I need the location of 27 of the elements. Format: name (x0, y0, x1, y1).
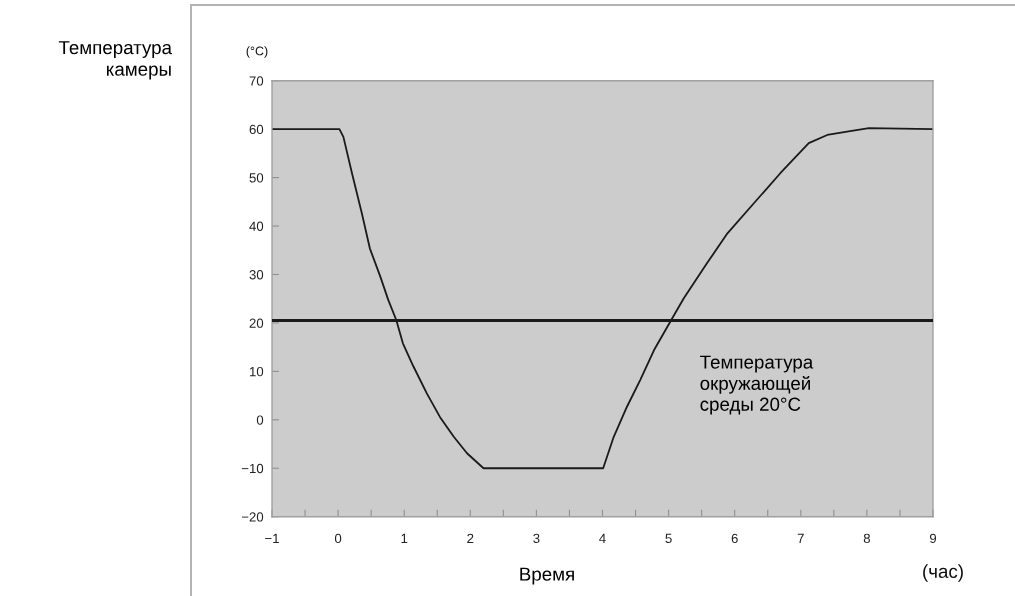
y-tick-label: −10 (241, 463, 264, 474)
x-tick-label: 7 (797, 533, 804, 543)
y-tick-label: 40 (249, 221, 264, 231)
y-tick-label: 10 (250, 366, 264, 377)
x-tick-label: 9 (929, 533, 937, 544)
x-tick-label: 2 (467, 533, 474, 543)
x-tick-label: 6 (731, 533, 738, 544)
x-tick-label: 0 (334, 533, 342, 544)
y-tick-label: −20 (241, 512, 264, 522)
x-tick-label: 8 (863, 533, 870, 544)
y-tick-label: 70 (249, 76, 264, 86)
text: (час) (923, 564, 963, 582)
y-tick-label: 50 (249, 173, 264, 183)
y-tick-label: 0 (256, 415, 264, 425)
y-axis-title: Температура камеры (58, 41, 173, 80)
x-tick-label: 5 (665, 533, 672, 544)
x-tick-label: 4 (599, 533, 606, 543)
x-tick-label: 3 (533, 533, 540, 544)
y-tick-label: 30 (249, 270, 264, 280)
ref-line-label: Температура окружающей среды 20°C (700, 355, 814, 415)
y-tick-label: 60 (249, 124, 264, 135)
text: (°C) (246, 46, 268, 58)
x-tick-label: −1 (265, 533, 279, 543)
x-tick-label: 1 (401, 533, 408, 543)
line-series (272, 127, 933, 470)
y-tick-label: 20 (249, 318, 264, 328)
x-axis-title: Время (520, 567, 574, 585)
